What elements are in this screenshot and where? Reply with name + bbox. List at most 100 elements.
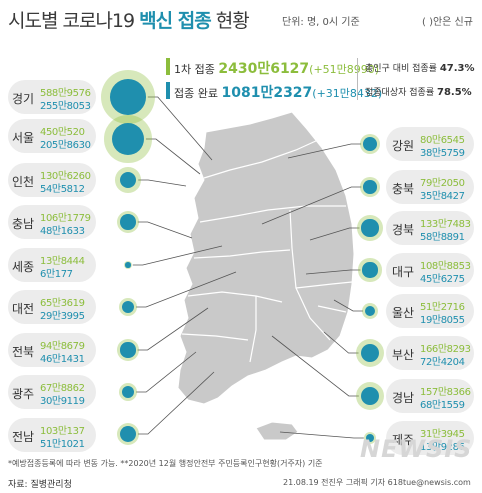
region-full-dose: 255만8053 [40, 101, 91, 112]
population-rate: 총인구 대비 접종률 47.3% [365, 63, 475, 74]
region-label-광주: 광주 67만8862 30만9119 [8, 375, 96, 409]
region-name: 대전 [12, 302, 35, 316]
region-first-dose: 94만8679 [40, 341, 85, 352]
leader-line-제주 [279, 431, 364, 439]
region-full-dose: 30만9119 [40, 396, 85, 407]
region-label-전북: 전북 94만8679 46만1431 [8, 333, 96, 367]
region-name: 인천 [12, 175, 35, 189]
region-name: 전북 [12, 345, 35, 359]
region-first-dose: 65만3619 [40, 298, 85, 309]
bubble-full-dose-충남 [120, 214, 136, 230]
region-full-dose: 38만5759 [420, 148, 465, 159]
region-full-dose: 54만5812 [40, 184, 85, 195]
region-label-세종: 세종 13만8444 6만177 [8, 248, 96, 282]
region-first-dose: 157만8366 [420, 387, 471, 398]
region-full-dose: 68만1559 [420, 400, 465, 411]
leader-line-서울 [145, 138, 201, 175]
bubble-full-dose-인천 [119, 171, 137, 189]
leader-line-경기 [147, 96, 213, 161]
region-name: 전남 [12, 430, 35, 444]
credit: 21.08.19 전진우 그래픽 기자 618tue@newsis.com [283, 478, 471, 487]
full-dose-marker [166, 82, 170, 99]
leader-line-세종 [132, 245, 223, 266]
leader-line-대구 [305, 269, 361, 275]
first-dose-summary: 1차 접종 2430만6127(+51만8990) [174, 61, 380, 77]
region-label-부산: 부산 166만8293 72만4204 [386, 336, 474, 370]
leader-line-강원 [287, 143, 362, 159]
source: 자료: 질병관리청 [8, 480, 72, 490]
bubble-full-dose-광주 [121, 385, 135, 399]
leader-line-부산 [323, 331, 359, 354]
region-first-dose: 108만8853 [420, 261, 471, 272]
region-label-경북: 경북 133만7483 58만8891 [386, 211, 474, 245]
bubble-full-dose-울산 [365, 306, 375, 316]
region-label-경기: 경기 588만9576 255만8053 [8, 80, 96, 114]
region-name: 제주 [392, 433, 415, 447]
region-full-dose: 45만6275 [420, 274, 465, 285]
bubble-full-dose-대전 [121, 300, 135, 314]
region-full-dose: 19만8055 [420, 315, 465, 326]
region-name: 서울 [12, 131, 35, 145]
region-name: 광주 [12, 387, 35, 401]
region-name: 부산 [392, 348, 415, 362]
target-rate: 접종대상자 접종률 78.5% [365, 87, 472, 98]
region-first-dose: 130만6260 [40, 171, 91, 182]
region-first-dose: 133만7483 [420, 219, 471, 230]
unit-note: 단위: 명, 0시 기준 [282, 17, 360, 28]
region-first-dose: 31만3945 [420, 429, 465, 440]
region-label-충북: 충북 79만2050 35만8427 [386, 170, 474, 204]
bubble-full-dose-강원 [363, 137, 377, 151]
bubble-full-dose-제주 [365, 433, 375, 443]
region-full-dose: 72만4204 [420, 357, 465, 368]
region-label-대전: 대전 65만3619 29만3995 [8, 290, 96, 324]
region-name: 세종 [12, 260, 35, 274]
region-full-dose: 205만8630 [40, 140, 91, 151]
region-full-dose: 48만1633 [40, 226, 85, 237]
region-name: 대구 [392, 265, 415, 279]
full-dose-summary: 접종 완료 1081만2327(+31만8432) [174, 85, 383, 101]
region-name: 충북 [392, 182, 415, 196]
leader-line-대전 [136, 271, 237, 308]
page-title: 시도별 코로나19 백신 접종 현황 [8, 10, 250, 32]
bubble-full-dose-전북 [120, 342, 136, 358]
leader-line-광주 [136, 351, 197, 393]
region-name: 강원 [392, 139, 415, 153]
leader-lines [132, 96, 364, 439]
region-name: 충남 [12, 217, 35, 231]
region-full-dose: 29만3995 [40, 311, 85, 322]
region-name: 경기 [12, 92, 35, 106]
region-first-dose: 51만2716 [420, 302, 465, 313]
summary-divider [357, 58, 358, 100]
region-first-dose: 103만137 [40, 426, 85, 437]
region-first-dose: 450만520 [40, 127, 85, 138]
region-full-dose: 46만1431 [40, 354, 85, 365]
region-first-dose: 67만8862 [40, 383, 85, 394]
bubble-full-dose-전남 [120, 426, 136, 442]
region-full-dose: 58만8891 [420, 232, 465, 243]
region-label-충남: 충남 106만1779 48만1633 [8, 205, 96, 239]
leader-line-전북 [137, 307, 209, 351]
region-first-dose: 13만8444 [40, 256, 85, 267]
bubble-full-dose-서울 [112, 123, 144, 155]
bubble-full-dose-대구 [362, 262, 378, 278]
region-name: 울산 [392, 306, 415, 320]
leader-line-울산 [333, 299, 364, 312]
leader-line-인천 [138, 179, 187, 187]
region-first-dose: 166만8293 [420, 344, 471, 355]
first-dose-marker [166, 58, 170, 75]
region-label-서울: 서울 450만520 205만8630 [8, 119, 96, 153]
bubble-full-dose-세종 [125, 262, 131, 268]
region-first-dose: 106만1779 [40, 213, 91, 224]
legend-note: ( )안은 신규 [422, 17, 473, 28]
bubble-full-dose-부산 [360, 343, 380, 363]
region-label-울산: 울산 51만2716 19만8055 [386, 294, 474, 328]
leader-line-충북 [261, 186, 362, 225]
region-label-경남: 경남 157만8366 68만1559 [386, 379, 474, 413]
region-full-dose: 51만1021 [40, 439, 85, 450]
region-full-dose: 6만177 [40, 269, 73, 280]
footnote: *예방접종등록에 따라 변동 가능. **2020년 12월 행정안전부 주민등… [8, 459, 323, 468]
region-first-dose: 79만2050 [420, 178, 465, 189]
bubble-full-dose-충북 [363, 180, 377, 194]
leader-line-경북 [309, 227, 360, 241]
